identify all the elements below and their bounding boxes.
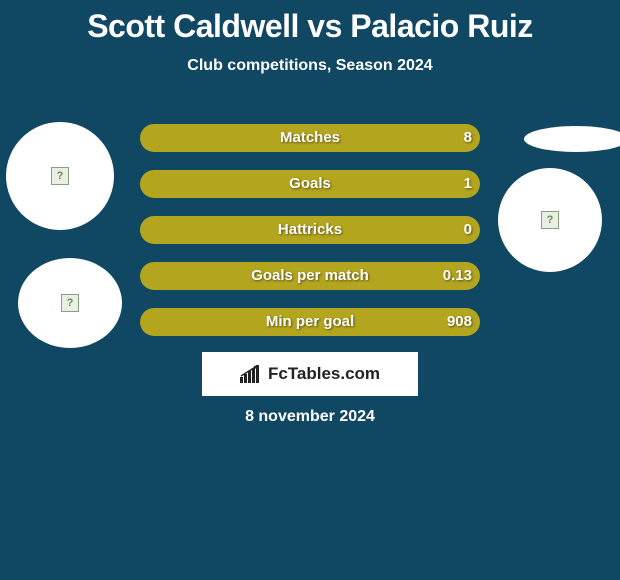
image-placeholder-icon: ?	[541, 211, 559, 229]
stat-row: Goals1	[140, 170, 480, 198]
stat-row: Matches8	[140, 124, 480, 152]
player-avatar-left-2: ?	[18, 258, 122, 348]
stat-bar-fill	[140, 170, 480, 198]
subtitle: Club competitions, Season 2024	[0, 57, 620, 75]
stat-row: Min per goal908	[140, 308, 480, 336]
stat-bar-fill	[140, 262, 480, 290]
stat-bar-fill	[140, 308, 480, 336]
image-placeholder-icon: ?	[61, 294, 79, 312]
footer-date: 8 november 2024	[0, 408, 620, 426]
image-placeholder-icon: ?	[51, 167, 69, 185]
logo-text: FcTables.com	[268, 364, 380, 384]
logo-box: FcTables.com	[202, 352, 418, 396]
stat-row: Hattricks0	[140, 216, 480, 244]
bar-chart-icon	[240, 365, 262, 383]
page-title: Scott Caldwell vs Palacio Ruiz	[0, 0, 620, 45]
player-avatar-right-1	[524, 126, 620, 152]
stats-bars: Matches8 Goals1 Hattricks0 Goals per match0…	[140, 124, 480, 354]
stat-bar-fill	[140, 124, 480, 152]
stat-row: Goals per match0.13	[140, 262, 480, 290]
player-avatar-left-1: ?	[6, 122, 114, 230]
stat-bar-fill	[140, 216, 480, 244]
player-avatar-right-2: ?	[498, 168, 602, 272]
